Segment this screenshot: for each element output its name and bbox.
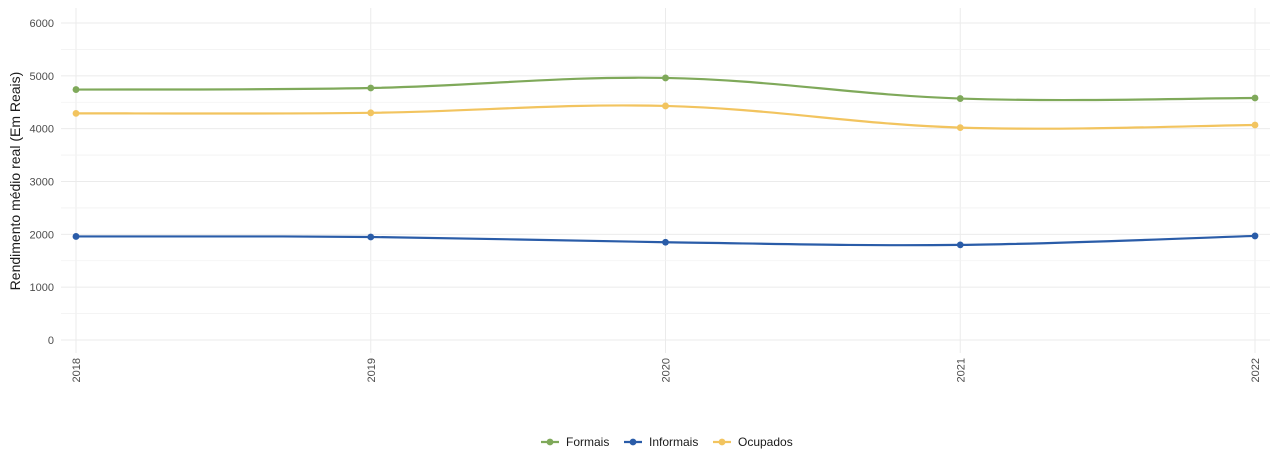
data-point-2	[367, 109, 375, 117]
y-tick-label: 3000	[30, 177, 54, 189]
x-tick-label: 2019	[366, 358, 378, 382]
data-point-0	[662, 74, 669, 82]
y-tick-label: 6000	[30, 18, 54, 30]
legend-key-point	[546, 438, 554, 446]
y-tick-label: 4000	[30, 124, 54, 136]
data-point-1	[367, 233, 375, 241]
x-tick-label: 2022	[1250, 358, 1262, 382]
data-point-0	[956, 95, 964, 102]
x-tick-label: 2020	[661, 358, 673, 382]
y-axis-title: Rendimento médio real (Em Reais)	[7, 72, 23, 291]
series-points	[72, 74, 1259, 249]
data-point-1	[662, 238, 669, 246]
legend-label: Formais	[566, 435, 609, 449]
legend-label: Ocupados	[738, 435, 793, 449]
data-point-2	[956, 124, 964, 132]
legend-key-point	[629, 438, 637, 446]
x-axis-tick-labels: 2018 2019 2020 2021 2022	[71, 358, 1262, 382]
data-point-2	[1251, 121, 1259, 129]
y-tick-label: 0	[48, 335, 54, 347]
legend-key-point	[718, 438, 726, 446]
y-axis-tick-labels: 0 1000 2000 3000 4000 5000 6000	[30, 18, 54, 347]
data-point-1	[956, 241, 964, 249]
data-point-0	[1251, 94, 1259, 102]
y-tick-label: 5000	[30, 71, 54, 83]
x-tick-label: 2018	[71, 358, 83, 382]
data-point-2	[72, 109, 80, 117]
y-tick-label: 2000	[30, 229, 54, 241]
legend-label: Informais	[649, 435, 698, 449]
data-point-2	[662, 102, 669, 110]
grid-lines	[61, 8, 1270, 353]
data-point-1	[1251, 232, 1259, 240]
data-point-0	[367, 84, 375, 92]
legend: Formais Informais Ocupados	[541, 435, 793, 449]
data-point-0	[72, 86, 80, 93]
data-point-1	[72, 233, 80, 240]
y-tick-label: 1000	[30, 282, 54, 294]
x-tick-label: 2021	[955, 358, 967, 382]
